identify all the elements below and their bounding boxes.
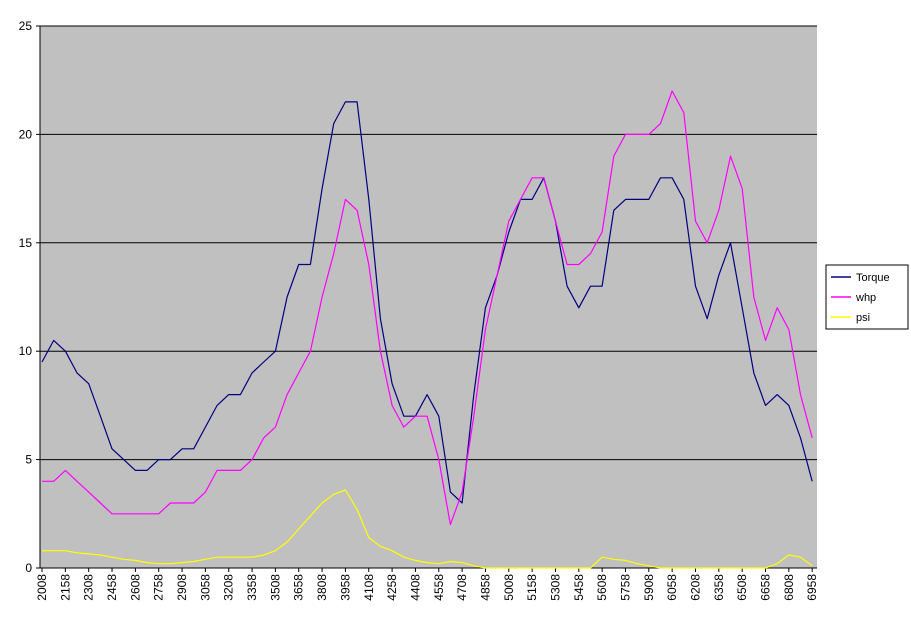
legend-label: whp <box>855 292 876 304</box>
x-tick-label: 5308 <box>548 574 562 601</box>
legend-label: Torque <box>856 272 890 284</box>
x-tick-label: 6358 <box>712 574 726 601</box>
x-tick-label: 2308 <box>82 574 96 601</box>
series-line <box>42 489 813 569</box>
x-tick-label: 4258 <box>385 574 399 601</box>
x-tick-label: 6508 <box>735 574 749 601</box>
x-tick-label: 3058 <box>198 574 212 601</box>
x-tick-label: 5008 <box>502 574 516 601</box>
x-tick-label: 6958 <box>805 574 819 601</box>
x-tick-label: 5458 <box>572 574 586 601</box>
x-tick-label: 4558 <box>432 574 446 601</box>
x-tick-label: 4408 <box>408 574 422 601</box>
x-tick-label: 2758 <box>152 574 166 601</box>
x-tick-label: 5758 <box>618 574 632 601</box>
x-tick-label: 5158 <box>525 574 539 601</box>
legend: Torque whp psi <box>825 264 909 330</box>
x-tick-label: 5908 <box>642 574 656 601</box>
x-tick-label: 6658 <box>759 574 773 601</box>
x-tick-label: 6808 <box>782 574 796 601</box>
x-tick-label: 3508 <box>268 574 282 601</box>
x-tick-label: 3808 <box>315 574 329 601</box>
series-line <box>41 101 813 504</box>
y-tick-label: 0 <box>25 561 32 575</box>
plot-area <box>40 26 817 568</box>
y-tick-label: 5 <box>25 453 32 467</box>
x-tick-label: 4708 <box>455 574 469 601</box>
x-tick-label: 4858 <box>478 574 492 601</box>
x-tick-label: 3958 <box>338 574 352 601</box>
y-tick-label: 25 <box>19 19 33 33</box>
x-tick-label: 5608 <box>595 574 609 601</box>
x-tick-label: 6058 <box>665 574 679 601</box>
x-tick-label: 2458 <box>105 574 119 601</box>
x-tick-label: 2008 <box>35 574 49 601</box>
y-tick-label: 10 <box>19 344 33 358</box>
x-tick-label: 4108 <box>362 574 376 601</box>
x-tick-label: 6208 <box>688 574 702 601</box>
x-tick-label: 3358 <box>245 574 259 601</box>
x-tick-label: 2608 <box>128 574 142 601</box>
x-tick-label: 3208 <box>222 574 236 601</box>
x-tick-label: 2908 <box>175 574 189 601</box>
legend-label: psi <box>856 312 870 324</box>
x-tick-label: 3658 <box>292 574 306 601</box>
x-tick-label: 2158 <box>58 574 72 601</box>
y-tick-label: 15 <box>19 236 33 250</box>
y-tick-label: 20 <box>19 127 33 141</box>
series-line <box>42 90 813 526</box>
